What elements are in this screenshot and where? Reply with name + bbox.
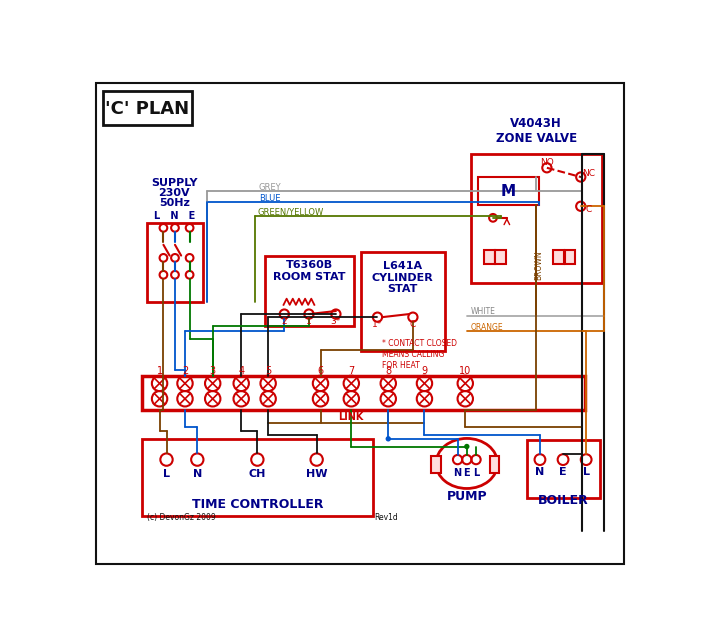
- Text: BROWN: BROWN: [535, 251, 543, 280]
- Text: 1*: 1*: [372, 320, 383, 329]
- Text: GREY: GREY: [259, 183, 282, 192]
- Text: 2: 2: [182, 366, 188, 376]
- Bar: [527, 440, 600, 498]
- Text: T6360B
ROOM STAT: T6360B ROOM STAT: [272, 260, 345, 282]
- Bar: [564, 250, 576, 264]
- Text: 50Hz: 50Hz: [159, 198, 190, 208]
- Text: 2: 2: [282, 317, 287, 326]
- Text: BOILER: BOILER: [538, 494, 588, 507]
- Bar: [472, 154, 602, 283]
- Text: 9: 9: [421, 366, 428, 376]
- Text: NO: NO: [540, 158, 554, 167]
- Text: GREEN/YELLOW: GREEN/YELLOW: [258, 207, 324, 216]
- Text: CH: CH: [249, 469, 266, 479]
- Text: 230V: 230V: [159, 188, 190, 198]
- Text: 1: 1: [306, 317, 312, 326]
- Bar: [265, 256, 354, 326]
- Bar: [496, 250, 506, 264]
- Text: L641A
CYLINDER
STAT: L641A CYLINDER STAT: [371, 262, 433, 294]
- Text: N: N: [192, 469, 202, 479]
- Text: L   N   E: L N E: [154, 210, 195, 221]
- Text: WHITE: WHITE: [470, 307, 496, 316]
- Text: 5: 5: [265, 366, 271, 376]
- Text: 6: 6: [317, 366, 324, 376]
- Text: 7: 7: [348, 366, 355, 376]
- Text: HW: HW: [306, 469, 327, 479]
- Circle shape: [385, 436, 391, 442]
- Text: C: C: [585, 205, 592, 214]
- Text: ORANGE: ORANGE: [470, 322, 503, 331]
- Text: M: M: [501, 184, 516, 199]
- Bar: [147, 223, 203, 302]
- Text: 1: 1: [157, 366, 163, 376]
- Text: V4043H
ZONE VALVE: V4043H ZONE VALVE: [496, 117, 576, 145]
- Text: (c) DevonGz 2009: (c) DevonGz 2009: [147, 513, 216, 522]
- Ellipse shape: [436, 438, 498, 488]
- Text: 3*: 3*: [331, 317, 341, 326]
- Text: 'C' PLAN: 'C' PLAN: [105, 100, 190, 118]
- Bar: [484, 250, 494, 264]
- Text: E: E: [463, 468, 470, 478]
- Text: C: C: [410, 320, 416, 329]
- Text: 8: 8: [385, 366, 391, 376]
- Text: Rev1d: Rev1d: [374, 513, 398, 522]
- Bar: [142, 376, 585, 410]
- Text: SUPPLY: SUPPLY: [151, 178, 197, 188]
- Bar: [103, 91, 192, 126]
- Text: LINK: LINK: [338, 412, 364, 422]
- Text: 10: 10: [459, 366, 471, 376]
- Bar: [361, 253, 445, 351]
- Circle shape: [464, 444, 470, 449]
- Text: L: L: [583, 467, 590, 477]
- Bar: [432, 456, 441, 472]
- Text: N: N: [536, 467, 545, 477]
- Text: NC: NC: [582, 169, 595, 178]
- Text: N: N: [453, 468, 462, 478]
- Text: L: L: [163, 469, 170, 479]
- Text: BLUE: BLUE: [259, 194, 280, 203]
- Bar: [490, 456, 499, 472]
- Bar: [553, 250, 564, 264]
- Text: TIME CONTROLLER: TIME CONTROLLER: [192, 498, 323, 511]
- Text: L: L: [473, 468, 479, 478]
- Text: 4: 4: [238, 366, 244, 376]
- Text: PUMP: PUMP: [446, 490, 487, 503]
- Bar: [142, 439, 373, 516]
- Bar: [477, 177, 539, 204]
- Text: * CONTACT CLOSED
MEANS CALLING
FOR HEAT: * CONTACT CLOSED MEANS CALLING FOR HEAT: [382, 338, 457, 370]
- Text: 3: 3: [210, 366, 216, 376]
- Text: E: E: [559, 467, 567, 477]
